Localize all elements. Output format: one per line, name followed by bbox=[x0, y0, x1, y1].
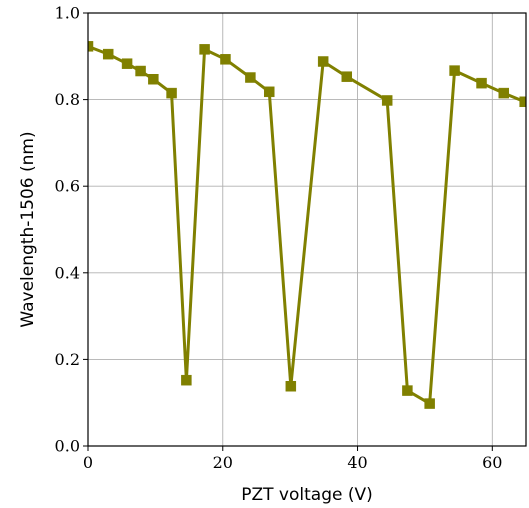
y-tick-label: 0.2 bbox=[55, 350, 80, 369]
x-tick-label: 20 bbox=[213, 453, 233, 472]
data-point-marker bbox=[476, 77, 487, 89]
data-point-marker bbox=[245, 72, 256, 83]
data-point-marker bbox=[102, 48, 114, 60]
data-point-marker bbox=[181, 374, 192, 386]
x-tick-label: 60 bbox=[482, 453, 502, 472]
data-point-marker bbox=[449, 65, 460, 76]
data-point-marker bbox=[341, 71, 353, 82]
x-tick-label: 0 bbox=[83, 453, 93, 472]
y-tick-label: 0.6 bbox=[55, 177, 80, 196]
tick-layer: 0 20 40 60 0.0 0.2 0.4 0.6 0.8 1.0 bbox=[55, 4, 503, 473]
y-tick-label: 0.8 bbox=[55, 90, 80, 109]
x-axis-title: PZT voltage (V) bbox=[241, 485, 373, 505]
y-tick-label: 0.4 bbox=[55, 263, 80, 282]
data-point-marker bbox=[199, 44, 210, 55]
data-point-marker bbox=[166, 87, 177, 99]
series-layer bbox=[88, 41, 526, 409]
data-point-marker bbox=[519, 96, 526, 108]
data-point-marker bbox=[317, 56, 329, 67]
data-point-marker bbox=[264, 86, 275, 98]
data-point-marker bbox=[381, 95, 393, 106]
data-point-marker bbox=[135, 65, 146, 77]
data-point-marker bbox=[424, 398, 435, 409]
y-tick-label: 0.0 bbox=[55, 437, 80, 456]
x-tick-label: 40 bbox=[347, 453, 367, 472]
data-point-marker bbox=[148, 73, 159, 85]
data-point-marker bbox=[402, 385, 413, 396]
data-point-marker bbox=[498, 87, 510, 99]
data-point-marker bbox=[88, 41, 94, 52]
data-point-marker bbox=[285, 380, 297, 392]
plot-frame bbox=[87, 12, 527, 447]
data-point-marker bbox=[121, 58, 133, 69]
y-tick-label: 1.0 bbox=[55, 4, 80, 23]
data-point-marker bbox=[220, 54, 231, 65]
y-axis-title: Wavelength-1506 (nm) bbox=[18, 131, 38, 327]
